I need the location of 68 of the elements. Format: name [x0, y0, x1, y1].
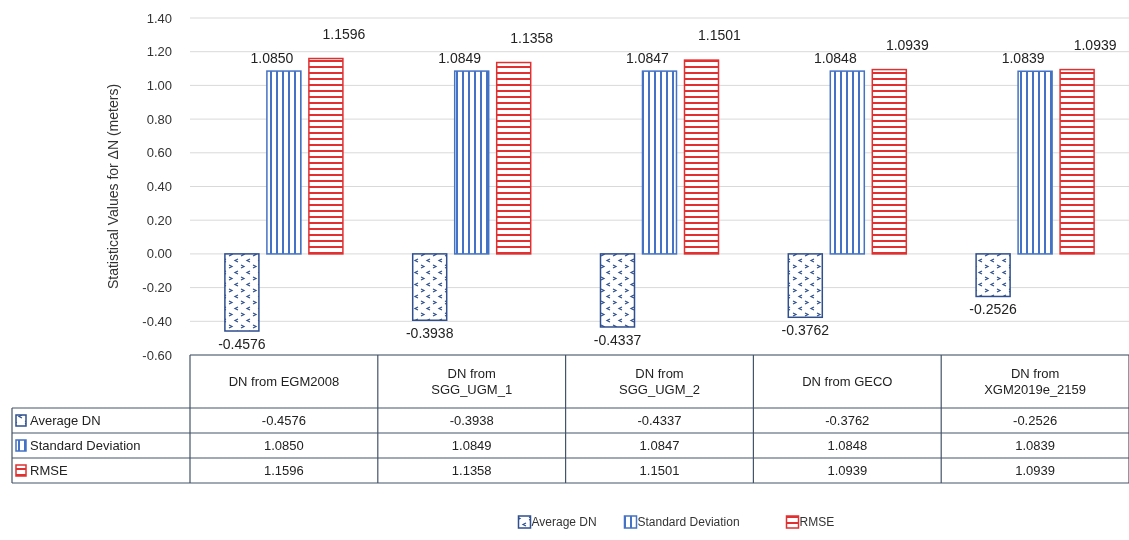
text: -0.3938 — [405, 325, 454, 342]
x-tick-label: DN from GECO — [802, 374, 893, 390]
x-tick-label: DN from EGM2008 — [228, 374, 340, 390]
text: 1.1358 — [451, 463, 492, 479]
bar — [266, 70, 302, 255]
bar — [641, 70, 678, 255]
text: -0.2526 — [969, 301, 1017, 318]
text: 1.0849 — [451, 438, 492, 454]
bar — [411, 253, 448, 322]
text: 1.0939 — [885, 36, 929, 53]
y-axis-title: Statistical Values for ΔN (meters) — [105, 83, 121, 290]
text: 1.1358 — [510, 29, 554, 46]
y-tick-label: 1.20 — [146, 44, 172, 60]
text: 1.0848 — [827, 438, 868, 454]
bar — [495, 61, 532, 255]
bar — [308, 57, 344, 255]
text: -0.4337 — [593, 331, 642, 348]
text: Standard Deviation — [637, 515, 740, 530]
text: Average DN — [531, 515, 597, 530]
text: 1.0839 — [1015, 438, 1055, 454]
bar — [224, 253, 260, 332]
text: 1.0839 — [1001, 50, 1045, 67]
bar — [787, 253, 824, 319]
text: 1.0850 — [264, 438, 304, 454]
text: 1.0848 — [813, 50, 857, 67]
bar — [599, 253, 636, 328]
text: 1.1501 — [639, 463, 680, 479]
y-tick-label: 0.00 — [146, 246, 172, 262]
y-tick-label: 0.40 — [146, 179, 172, 195]
y-tick-label: -0.40 — [142, 313, 172, 329]
bar — [1059, 68, 1095, 255]
y-tick-label: 1.00 — [146, 77, 172, 93]
text: 1.0939 — [1073, 36, 1117, 53]
x-tick-label: DN from XGM2019e_2159 — [984, 366, 1087, 398]
y-tick-label: 0.20 — [146, 212, 172, 228]
text: 1.1596 — [264, 463, 304, 479]
y-tick-label: -0.20 — [142, 280, 172, 296]
legend-label: Standard Deviation — [30, 438, 141, 454]
text: 1.0847 — [626, 50, 669, 67]
x-tick-label: DN from SGG_UGM_2 — [619, 366, 700, 398]
bar — [829, 70, 866, 255]
text: 1.0939 — [1015, 463, 1055, 479]
text: -0.3938 — [449, 413, 494, 429]
y-tick-label: -0.60 — [142, 347, 172, 363]
text: 1.1596 — [322, 25, 366, 42]
y-tick-label: 0.60 — [146, 145, 172, 161]
text: 1.0849 — [438, 50, 482, 67]
y-tick-label: 0.80 — [146, 111, 172, 127]
text: -0.3762 — [825, 413, 870, 429]
x-tick-label: DN from SGG_UGM_1 — [431, 366, 513, 398]
text: 1.0847 — [639, 438, 680, 454]
text: RMSE — [30, 463, 68, 479]
legend-label: Average DN — [30, 413, 101, 429]
text: -0.4576 — [261, 413, 306, 429]
bar — [1017, 70, 1053, 255]
text: -0.4337 — [637, 413, 682, 429]
text: 1.0850 — [250, 50, 294, 67]
bar — [683, 59, 720, 255]
bar — [871, 68, 908, 255]
legend-label: RMSE — [799, 515, 835, 530]
bar — [453, 70, 490, 255]
text: -0.2526 — [1013, 413, 1058, 429]
text: -0.4576 — [218, 336, 266, 353]
text: 1.0939 — [827, 463, 868, 479]
text: 1.1501 — [698, 27, 741, 44]
bar — [975, 253, 1011, 298]
y-tick-label: 1.40 — [146, 10, 172, 26]
text: -0.3762 — [781, 322, 830, 339]
